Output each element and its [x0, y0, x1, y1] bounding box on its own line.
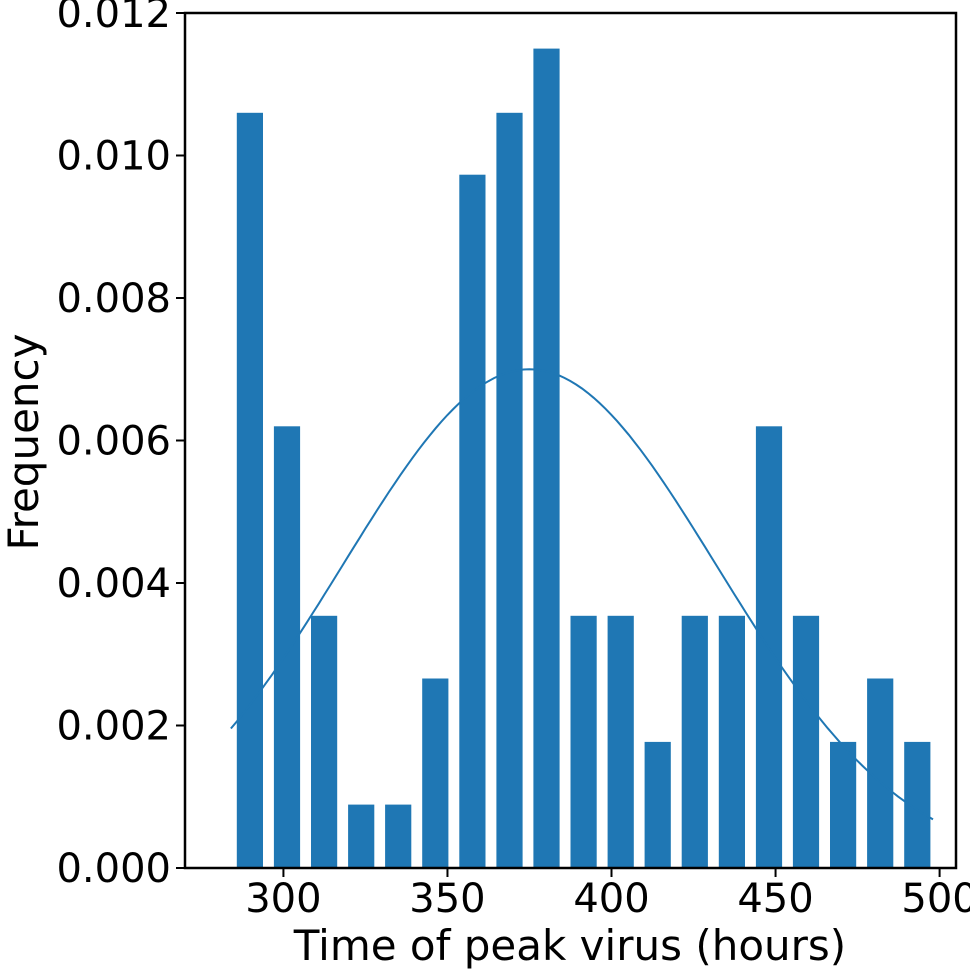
x-tick-label: 450 [737, 876, 813, 922]
histogram-bar-2 [311, 615, 338, 868]
histogram-bar-0 [236, 112, 263, 869]
histogram-bar-3 [348, 804, 375, 868]
histogram-bar-1 [273, 426, 301, 868]
histogram-bars [236, 48, 931, 869]
histogram-bar-10 [607, 615, 634, 868]
histogram-bar-16 [830, 741, 857, 868]
histogram-bar-7 [496, 112, 523, 869]
x-tick-label: 350 [409, 876, 485, 922]
y-axis-ticks: 0.000 0.002 0.004 0.006 0.008 0.010 0.012 [56, 0, 185, 892]
y-tick-label: 0.012 [56, 0, 171, 37]
histogram-bar-15 [792, 615, 820, 868]
y-tick-label: 0.002 [56, 704, 171, 750]
y-axis-label: Frequency [0, 334, 48, 551]
histogram-bar-8 [533, 48, 560, 869]
histogram-bar-9 [570, 615, 597, 868]
x-tick-label: 500 [901, 876, 970, 922]
histogram-bar-6 [459, 174, 486, 868]
histogram-bar-12 [681, 615, 708, 868]
y-tick-label: 0.004 [56, 561, 171, 607]
x-axis-ticks: 300 350 400 450 500 [245, 868, 970, 922]
y-tick-label: 0.000 [56, 846, 171, 892]
y-tick-label: 0.008 [56, 276, 171, 322]
histogram-bar-5 [422, 678, 449, 868]
density-curve [230, 368, 934, 821]
histogram-bar-11 [644, 741, 671, 868]
histogram-bar-4 [385, 804, 412, 868]
y-tick-label: 0.006 [56, 419, 171, 465]
histogram-bar-13 [718, 615, 745, 868]
x-tick-label: 400 [573, 876, 649, 922]
y-tick-label: 0.010 [56, 134, 171, 180]
x-tick-label: 300 [245, 876, 321, 922]
x-axis-label: Time of peak virus (hours) [293, 921, 846, 969]
